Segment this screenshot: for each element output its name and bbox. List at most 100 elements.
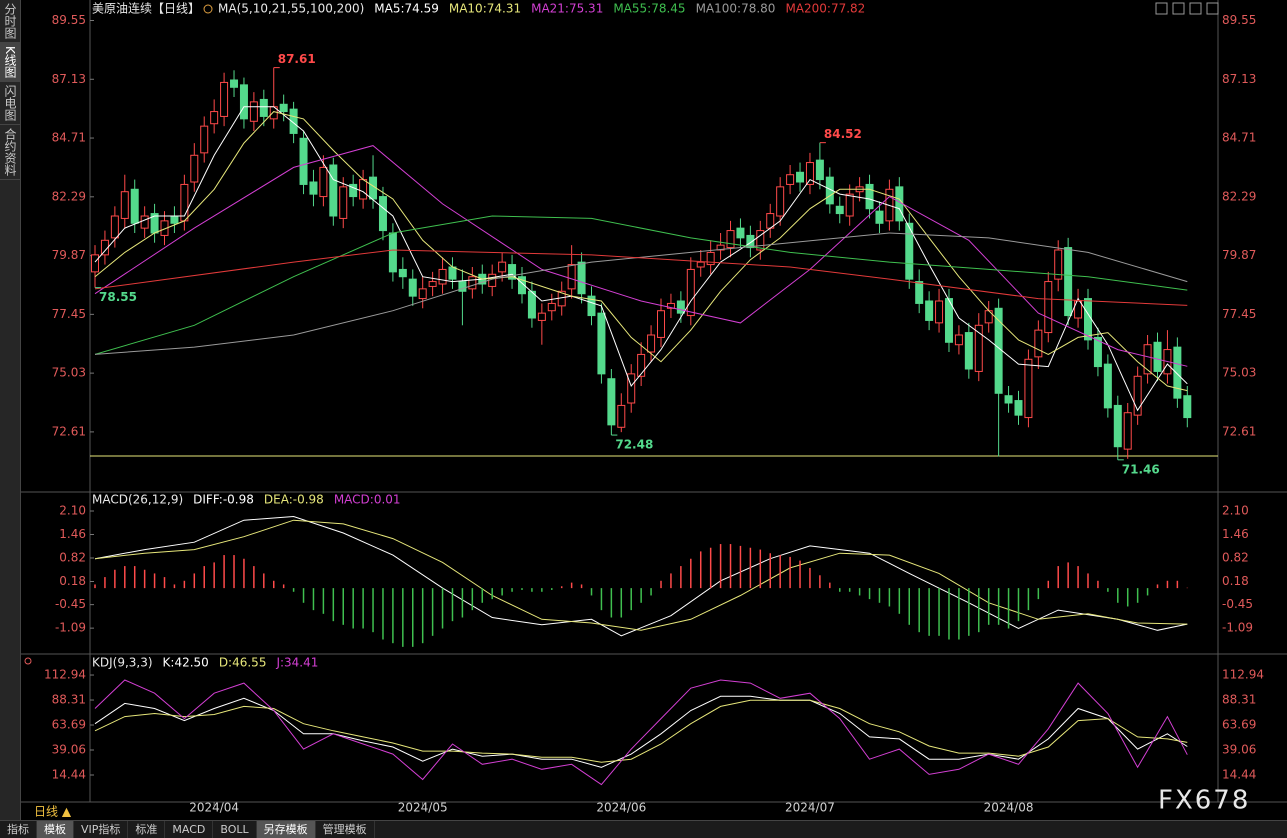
candle-body [1183,395,1192,419]
candle-body [776,186,785,217]
candle-body [259,98,268,117]
sidebar-tab[interactable]: 分时图 [0,0,20,43]
candle-body [299,137,308,185]
toolbar-tab[interactable]: 指标 [0,821,37,838]
series-line [94,106,1188,412]
background [21,0,1287,820]
toolbar-tab[interactable]: BOLL [213,821,257,838]
y-tick-label-right: 1.46 [1222,527,1249,541]
toolbar-tab[interactable]: MACD [165,821,214,838]
candle-body [1074,300,1083,319]
toolbar-tab[interactable]: VIP指标 [74,821,129,838]
annotation-label: 72.48 [615,438,653,452]
candle-body [845,193,854,217]
y-tick-label: 89.55 [52,13,86,27]
y-tick-label: 82.29 [52,189,86,203]
candle-body [935,300,944,324]
series-line [94,111,1188,392]
y-tick-label-right: -1.09 [1222,621,1253,635]
x-tick-label: 2024/06 [596,801,646,815]
candle-body [140,215,149,229]
candle-body [587,295,596,317]
period-label[interactable]: 日线 ▲ [34,805,72,819]
y-tick-label-right: 72.61 [1222,424,1256,438]
settings-icon[interactable] [24,657,32,665]
candle-body [905,222,914,280]
candle-body [468,276,477,290]
candle-body [1153,341,1162,372]
y-tick-label: 87.13 [52,72,86,86]
sidebar-tab[interactable]: 合约资料 [0,125,20,180]
y-tick-label-right: 14.44 [1222,767,1256,781]
legend-entry: MA5:74.59 [374,2,439,16]
toolbar-tab[interactable]: 另存模板 [256,821,316,838]
candle-body [428,281,437,287]
watermark: FX678 [1158,786,1250,816]
y-tick-label-right: 89.55 [1222,13,1256,27]
y-tick-label: 112.94 [44,668,86,682]
candle-body [91,254,99,273]
candle-body [458,281,467,292]
legend-entry: MA200:77.82 [785,2,865,16]
y-tick-label: 0.18 [59,574,86,588]
candle-body [438,268,447,285]
candle-body [418,288,427,300]
y-tick-label-right: 2.10 [1222,504,1249,518]
y-tick-label: 63.69 [52,718,86,732]
icon[interactable] [1206,2,1219,15]
annotation-label: 84.52 [824,127,862,141]
annotation-label: 87.61 [278,52,316,66]
icon[interactable] [1155,2,1168,15]
y-tick-label: 39.06 [52,743,86,757]
candle-body [498,261,507,273]
candle-body [657,310,666,338]
candle-body [805,162,814,185]
icon[interactable] [1172,2,1185,15]
candle-body [398,268,407,278]
sidebar-tab[interactable]: 闪电图 [0,82,20,125]
y-tick-label-right: 84.71 [1222,131,1256,145]
sidebar-tab[interactable]: K线图 [0,43,20,82]
icon[interactable] [1189,2,1202,15]
series-line [94,679,1188,786]
y-tick-label: 84.71 [52,131,86,145]
legend-entry: MA(5,10,21,55,100,200) [218,2,364,16]
candle-body [567,264,576,290]
legend-entry: MA21:75.31 [531,2,603,16]
y-tick-label: 77.45 [52,307,86,321]
candle-body [954,334,963,346]
y-tick-label-right: 39.06 [1222,743,1256,757]
legend-entry: DEA:-0.98 [264,493,324,507]
candle-body [915,281,924,304]
y-tick-label: 88.31 [52,693,86,707]
candle-body [637,353,646,377]
y-tick-label: -0.45 [55,597,86,611]
toolbar-tab[interactable]: 标准 [128,821,166,838]
candle-body [388,232,397,273]
series-line [94,232,1188,355]
toolbar-tab[interactable]: 模板 [37,821,74,838]
y-tick-label-right: 0.18 [1222,574,1249,588]
title-icon [203,4,213,14]
y-tick-label-right: 112.94 [1222,668,1264,682]
candle-body [527,290,536,319]
candle-body [627,373,636,404]
y-tick-label: -1.09 [55,621,86,635]
y-tick-label: 1.46 [59,527,86,541]
legend-entry: K:42.50 [163,656,209,670]
candle-body [408,278,417,297]
candle-body [249,101,258,122]
chart: 日线 ▲ FX678 89.55 89.55 87.13 87.13 84.71 84.7… [21,0,1287,820]
candle-body [349,183,358,198]
candle-body [815,159,824,181]
x-tick-label: 2024/08 [984,801,1034,815]
legend-entry: 美原油连续【日线】 [92,1,200,16]
candle-body [647,334,656,353]
candle-body [329,164,338,217]
candle-body [944,298,953,343]
candle-body [160,220,169,236]
candle-body [607,378,616,426]
toolbar-tab[interactable]: 管理模板 [316,821,375,838]
candle-body [547,302,556,312]
